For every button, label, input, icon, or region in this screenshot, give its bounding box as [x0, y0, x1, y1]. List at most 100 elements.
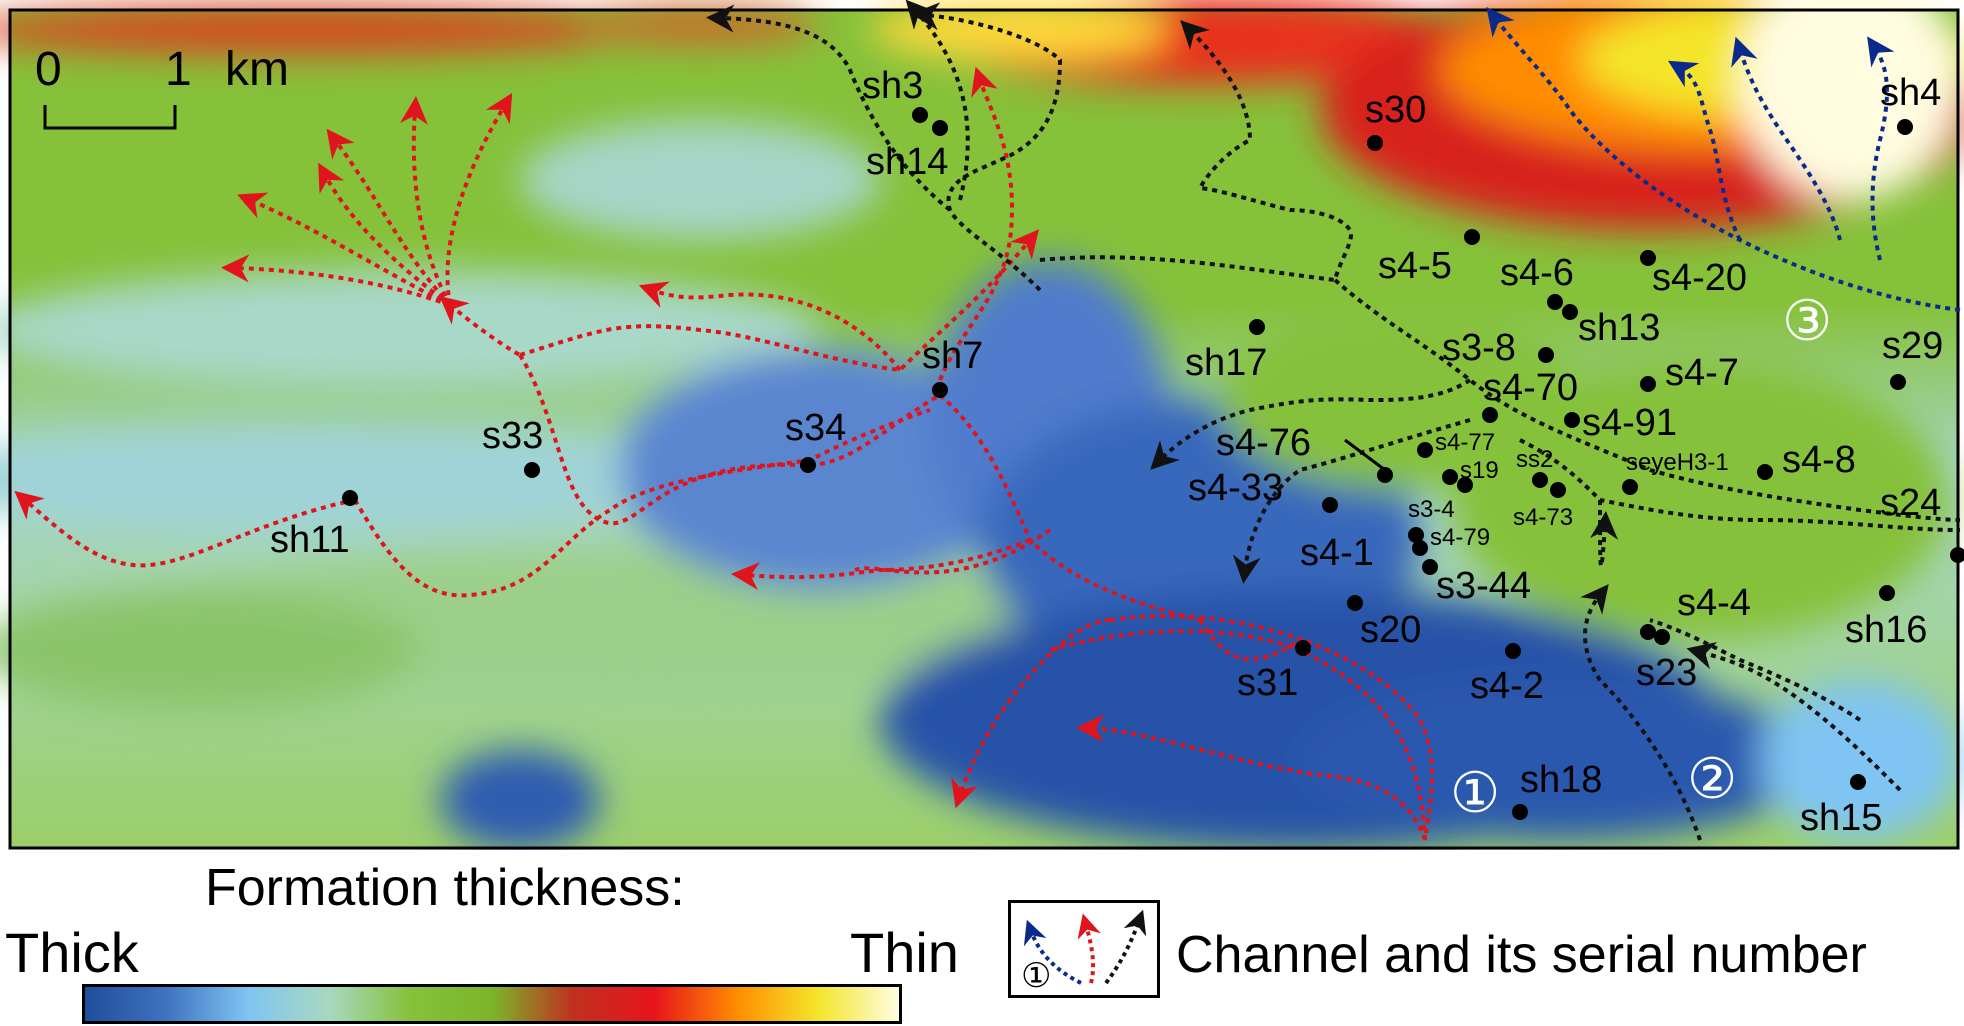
channel-number-3: ③ — [1782, 289, 1832, 354]
well-s34-dot — [800, 457, 816, 473]
well-sh13-dot — [1562, 304, 1578, 320]
well-s4-8-dot — [1757, 464, 1773, 480]
well-s4-77-label: s4-77 — [1435, 429, 1495, 456]
scale-unit: km — [225, 43, 289, 96]
black-channels — [706, 0, 1961, 841]
well-s23-dot — [1654, 629, 1670, 645]
well-sh15-dot — [1850, 774, 1866, 790]
well-s4-6-label: s4-6 — [1500, 252, 1574, 294]
well-ss2-label: ss2 — [1516, 446, 1553, 473]
well-s4-2-dot — [1505, 643, 1521, 659]
well-s20-dot — [1347, 595, 1363, 611]
channel-numbers: ① ② ③ — [1450, 289, 1832, 826]
thickness-colorbar — [82, 984, 902, 1024]
well-s4-4-label: s4-4 — [1677, 582, 1751, 624]
well-s4-91-dot — [1564, 412, 1580, 428]
well-s4-91-label: s4-91 — [1582, 402, 1677, 444]
well-sh15-label: sh15 — [1800, 797, 1882, 839]
well-s4-20-dot — [1640, 250, 1656, 266]
well-sh16-label: sh16 — [1845, 609, 1927, 651]
well-sh7-dot — [932, 382, 948, 398]
well-sh17-dot — [1249, 319, 1265, 335]
well-sh13-label: sh13 — [1578, 307, 1660, 349]
well-s3-44-dot — [1422, 559, 1438, 575]
well-s4-2-label: s4-2 — [1470, 665, 1544, 707]
well-sh4-label: sh4 — [1880, 72, 1941, 114]
well-sh11-label: sh11 — [270, 519, 350, 561]
well-s4-73-label: s4-73 — [1513, 504, 1573, 531]
well-s4-79-dot — [1412, 540, 1428, 556]
well-s4-70-label: s4-70 — [1483, 367, 1578, 409]
well-s3-4-label: s3-4 — [1408, 496, 1455, 523]
well-s3-4-dot — [1457, 477, 1473, 493]
map-frame — [8, 8, 1960, 850]
well-sh18-dot — [1512, 804, 1528, 820]
well-s29-dot — [1890, 374, 1906, 390]
well-s4-73-dot — [1550, 482, 1566, 498]
well-s3-8-label: s3-8 — [1442, 327, 1516, 369]
well-sh17-label: sh17 — [1185, 342, 1267, 384]
scale-zero: 0 — [35, 43, 62, 96]
well-s24-dot — [1950, 547, 1964, 563]
well-s30-dot — [1367, 135, 1383, 151]
well-seyeH3-1-label: seyeH3-1 — [1626, 449, 1729, 476]
well-s34-label: s34 — [785, 407, 846, 449]
well-sh3-label: sh3 — [862, 65, 923, 107]
well-sh4-dot — [1897, 119, 1913, 135]
well-ss2-dot — [1532, 472, 1548, 488]
well-sh14-dot — [932, 120, 948, 136]
well-s3-44-label: s3-44 — [1436, 565, 1531, 607]
channel-legend-box: ① — [1008, 900, 1160, 998]
well-s4-33-dot — [1322, 497, 1338, 513]
well-s3-8-dot — [1538, 347, 1554, 363]
channel-legend-label: Channel and its serial number — [1176, 926, 1867, 984]
well-s4-8-label: s4-8 — [1782, 439, 1856, 481]
scale-one: 1 — [165, 43, 192, 96]
thickness-legend-title: Formation thickness: — [205, 859, 685, 917]
well-sh3-dot — [912, 107, 928, 123]
well-s4-5-label: s4-5 — [1378, 245, 1452, 287]
well-s4-1-dot — [1408, 527, 1424, 543]
well-s31-dot — [1295, 640, 1311, 656]
well-s4-20-label: s4-20 — [1652, 257, 1747, 299]
well-s4-76-label: s4-76 — [1216, 422, 1311, 464]
well-markers: sh3 sh14 s30 sh4 s4-5 s4-6 s4-20 sh13 s2… — [270, 65, 1964, 839]
channel-legend-icon: ① — [1021, 909, 1147, 996]
well-s33-label: s33 — [482, 415, 543, 457]
well-s31-label: s31 — [1237, 662, 1298, 704]
well-s4-5-dot — [1464, 229, 1480, 245]
well-s30-label: s30 — [1365, 89, 1426, 131]
well-s4-76-leader — [1344, 438, 1386, 472]
well-sh7-label: sh7 — [922, 335, 983, 377]
scale-bar: 0 1 km — [35, 43, 289, 130]
thickness-map: 0 1 km — [0, 0, 1964, 850]
well-s23-label: s23 — [1636, 652, 1697, 694]
well-s4-76-dot — [1377, 467, 1393, 483]
channel-number-2: ② — [1687, 747, 1737, 812]
blue-channels — [1486, 6, 1961, 312]
well-s4-33-label: s4-33 — [1188, 467, 1283, 509]
red-channels — [14, 66, 1434, 841]
well-s4-4-dot — [1640, 624, 1656, 640]
well-s33-dot — [524, 462, 540, 478]
well-s20-label: s20 — [1360, 609, 1421, 651]
well-s4-77-dot — [1417, 442, 1433, 458]
well-sh16-dot — [1879, 585, 1895, 601]
well-sh18-label: sh18 — [1520, 759, 1602, 801]
legend-thick-label: Thick — [5, 921, 139, 984]
legend-thin-label: Thin — [850, 921, 959, 984]
well-seyeH3-1-dot — [1622, 479, 1638, 495]
well-s4-70-dot — [1482, 407, 1498, 423]
well-s29-label: s29 — [1882, 325, 1943, 367]
well-s19-dot — [1442, 469, 1458, 485]
well-s4-7-dot — [1640, 376, 1656, 392]
well-s4-6-dot — [1547, 294, 1563, 310]
well-s4-1-label: s4-1 — [1300, 532, 1374, 574]
well-s24-label: s24 — [1880, 482, 1941, 524]
channel-legend-number: ① — [1021, 956, 1051, 995]
well-s4-79-label: s4-79 — [1430, 524, 1490, 551]
well-s4-7-label: s4-7 — [1665, 352, 1739, 394]
well-sh14-label: sh14 — [866, 141, 948, 183]
channel-number-1: ① — [1450, 761, 1500, 826]
well-sh11-dot — [342, 490, 358, 506]
